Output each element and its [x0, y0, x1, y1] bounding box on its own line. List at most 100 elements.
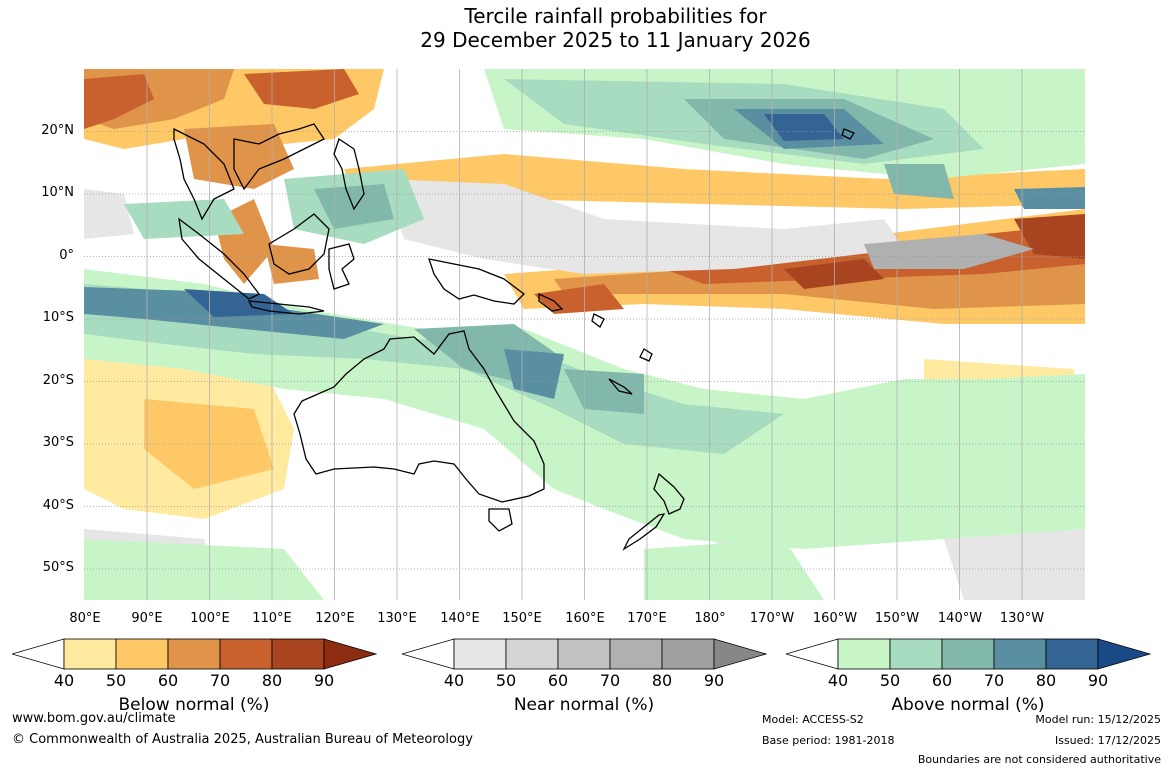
above-normal-area [764, 114, 844, 141]
above-normal-area [124, 199, 244, 239]
legend-tick: 90 [1087, 671, 1109, 690]
legend-title-below-normal: Below normal (%) [118, 695, 270, 715]
legend-title-near-normal: Near normal (%) [513, 695, 655, 715]
legend-swatch-2 [505, 638, 559, 670]
legend-tick: 70 [209, 671, 231, 690]
lon-label: 130°W [999, 611, 1045, 626]
disclaimer: Boundaries are not considered authoritat… [917, 753, 1161, 766]
islands-coastline [538, 292, 564, 312]
lon-label: 150°W [874, 611, 920, 626]
lon-label: 150°E [502, 611, 542, 626]
tasmania-coastline [488, 508, 513, 532]
above-normal-area [314, 184, 394, 229]
meridians [146, 69, 1023, 600]
above-normal-area [84, 539, 324, 600]
legend-swatch-4 [993, 638, 1047, 670]
legend-tick: 80 [1035, 671, 1057, 690]
legend-title-above-normal: Above normal (%) [891, 695, 1045, 715]
legend-tick: 90 [703, 671, 725, 690]
model-name: Model: ACCESS-S2 [762, 713, 864, 726]
legend-swatch-0 [786, 638, 839, 670]
issued-date: Issued: 17/12/2025 [1054, 734, 1161, 747]
lat-label: 10°S [42, 310, 74, 325]
below-normal-area [244, 69, 359, 109]
below-normal-area [534, 284, 624, 314]
lat-label: 20°S [42, 373, 74, 388]
title-line-2: 29 December 2025 to 11 January 2026 [420, 28, 811, 52]
legend-swatch-6 [323, 638, 378, 670]
new-zealand-coastline [622, 513, 666, 551]
philippines-coastline [333, 137, 365, 211]
legend-swatch-1 [837, 638, 891, 670]
legend-swatch-5 [1045, 638, 1099, 670]
legend-tick: 50 [105, 671, 127, 690]
legend-swatch-1 [453, 638, 507, 670]
model-run-date: Model run: 15/12/2025 [1035, 713, 1161, 726]
legend-tick: 60 [931, 671, 953, 690]
below-normal-area [784, 259, 884, 289]
new-guinea-coastline [428, 258, 525, 305]
lat-label: 20°N [41, 123, 74, 138]
legend-swatch-1 [63, 638, 117, 670]
legend-swatch-2 [889, 638, 943, 670]
legend-swatch-2 [115, 638, 169, 670]
near-normal-area [84, 189, 134, 239]
islands-coastline [639, 348, 653, 362]
legend-swatch-0 [12, 638, 65, 670]
lon-label: 130°E [377, 611, 417, 626]
legend-tick: 60 [547, 671, 569, 690]
copyright-text: © Commonwealth of Australia 2025, Austra… [12, 732, 473, 747]
lon-label: 170°E [627, 611, 667, 626]
below-normal-area [264, 244, 319, 284]
legend-tick: 80 [261, 671, 283, 690]
islands-coastline [591, 313, 605, 328]
graticule [84, 131, 1085, 570]
new-zealand-coastline [653, 472, 685, 515]
website-link[interactable]: www.bom.gov.au/climate [12, 711, 176, 726]
legend-swatch-4 [219, 638, 273, 670]
legend-swatch-5 [271, 638, 325, 670]
map-title: Tercile rainfall probabilities for 29 De… [0, 4, 1173, 52]
legend-tick: 70 [599, 671, 621, 690]
legend-tick: 40 [53, 671, 75, 690]
asia-coastline [173, 127, 235, 221]
lat-label: 40°S [42, 498, 74, 513]
near-normal-area [864, 234, 1034, 269]
below-normal-area [1014, 214, 1085, 259]
above-normal-area [1014, 187, 1085, 209]
below-normal-area [144, 399, 274, 489]
above-normal-area [564, 369, 644, 414]
legend-swatch-0 [402, 638, 455, 670]
base-period: Base period: 1981-2018 [762, 734, 895, 747]
legend-swatch-3 [557, 638, 611, 670]
lon-label: 80°E [69, 611, 101, 626]
below-normal-area [84, 74, 154, 129]
legend-tick: 90 [313, 671, 335, 690]
legend-tick: 50 [879, 671, 901, 690]
rainfall-probability-map [84, 69, 1085, 600]
legend-tick: 40 [443, 671, 465, 690]
legend-swatch-6 [713, 638, 768, 670]
lon-label: 170°W [749, 611, 795, 626]
borneo-coastline [268, 213, 330, 275]
islands-coastline [608, 378, 633, 395]
legend-tick: 80 [651, 671, 673, 690]
lat-label: 30°S [42, 435, 74, 450]
map-canvas [84, 69, 1085, 600]
legend-swatch-6 [1097, 638, 1152, 670]
above-normal-area [644, 539, 824, 600]
sumatra-coastline [178, 217, 260, 300]
above-normal-area [504, 349, 564, 399]
legend-tick: 60 [157, 671, 179, 690]
title-line-1: Tercile rainfall probabilities for [464, 4, 767, 28]
asia-coastline [233, 123, 325, 191]
lon-label: 160°W [812, 611, 858, 626]
legend-tick: 70 [983, 671, 1005, 690]
lon-label: 100°E [190, 611, 230, 626]
lat-label: 0° [59, 248, 74, 263]
lon-label: 180° [694, 611, 726, 626]
lon-label: 160°E [565, 611, 605, 626]
legend-swatch-5 [661, 638, 715, 670]
lat-label: 10°N [41, 185, 74, 200]
java-coastline [247, 300, 325, 315]
